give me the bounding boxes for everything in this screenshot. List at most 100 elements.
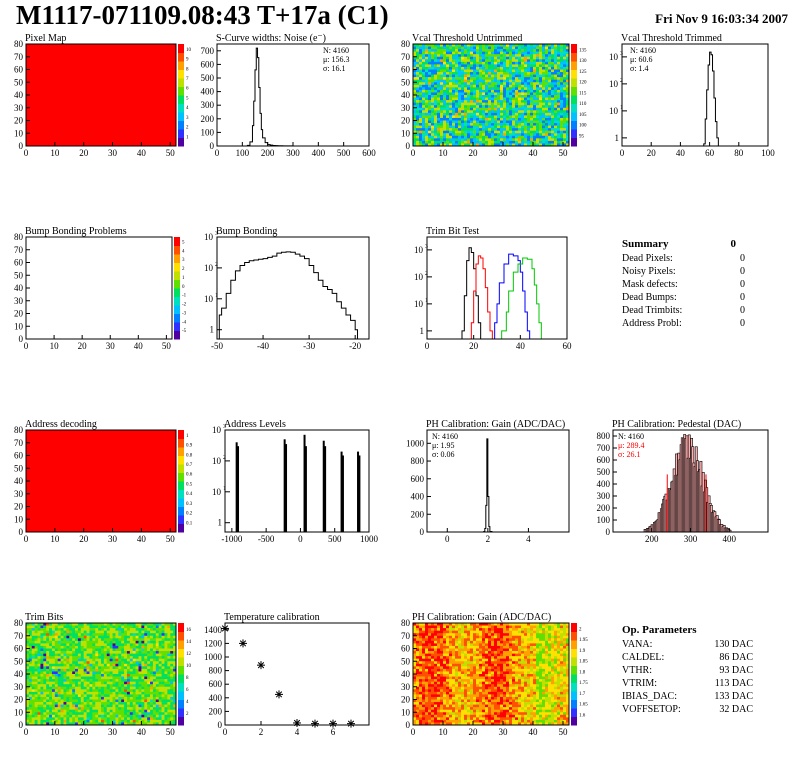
heatmap-cell [152, 707, 157, 710]
heatmap-cell [458, 46, 462, 50]
heatmap-cell [86, 714, 90, 718]
chart-title: Temperature calibration [224, 612, 320, 623]
z-tick-label: 14 [186, 640, 192, 645]
heatmap-cell [497, 628, 501, 631]
heatmap-cell [470, 44, 474, 47]
heatmap-cell [43, 633, 47, 637]
heatmap-cell [118, 679, 122, 682]
heatmap-cell [155, 707, 159, 710]
heatmap-cell [530, 140, 534, 144]
heatmap-cell [437, 87, 441, 91]
heatmap-cell [54, 635, 59, 639]
heatmap-cell [77, 643, 82, 647]
heatmap-cell [461, 120, 465, 124]
heatmap-cell [485, 107, 489, 111]
heatmap-cell [509, 100, 513, 103]
x-tick-label: 40 [516, 341, 526, 351]
heatmap-cell [506, 123, 510, 126]
heatmap-cell [138, 714, 142, 718]
heatmap-cell [416, 95, 420, 98]
heatmap-cell [419, 125, 423, 129]
heatmap-cell [554, 625, 558, 629]
heatmap-cell [464, 95, 468, 98]
heatmap-cell [440, 79, 444, 83]
heatmap-cell [482, 107, 486, 111]
heatmap-cell [26, 635, 30, 639]
heatmap-cell [40, 717, 44, 721]
heatmap-cell [419, 105, 423, 109]
heatmap-cell [461, 46, 465, 50]
heatmap-cell [135, 714, 139, 718]
heatmap-cell [527, 135, 531, 139]
heatmap-cell [161, 709, 165, 713]
heatmap-cell [164, 704, 168, 708]
heatmap-cell [467, 623, 471, 626]
y-tick-label: 10 [212, 456, 222, 466]
heatmap-cell [158, 689, 162, 693]
heatmap-cell [422, 100, 426, 103]
heatmap-cell [101, 722, 105, 726]
y-tick-exponent: 2 [215, 262, 218, 268]
heatmap-cell [121, 696, 125, 700]
heatmap-cell [446, 59, 450, 63]
heatmap-cell [461, 625, 465, 629]
heatmap-cell [506, 51, 510, 55]
y-tick-exponent: 3 [223, 424, 226, 430]
heatmap-cell [101, 674, 105, 677]
heatmap-cell [428, 87, 432, 91]
heatmap-cell [485, 623, 489, 626]
heatmap-cell [440, 77, 444, 80]
heatmap-cell [539, 82, 543, 86]
heatmap-cell [512, 59, 516, 63]
heatmap-cell [77, 704, 82, 708]
heatmap-cell [34, 653, 38, 657]
heatmap-cell [521, 125, 525, 129]
heatmap-cell [138, 712, 142, 716]
heatmap-cell [554, 49, 558, 52]
heatmap-cell [152, 684, 157, 688]
heatmap-cell [164, 699, 168, 703]
heatmap-cell [152, 651, 157, 654]
heatmap-cell [446, 79, 450, 83]
heatmap-cell [170, 671, 174, 675]
heatmap-cell [458, 66, 462, 70]
heatmap-cell [126, 704, 131, 708]
heatmap-cell [103, 635, 108, 639]
heatmap-cell [518, 102, 522, 106]
heatmap-cell [26, 630, 30, 634]
heatmap-cell [63, 709, 67, 713]
heatmap-cell [485, 44, 489, 47]
heatmap-cell [491, 125, 495, 129]
heatmap-cell [449, 110, 453, 114]
heatmap-cell [115, 694, 119, 698]
heatmap-cell [491, 130, 495, 134]
heatmap-cell [560, 92, 564, 96]
heatmap-cell [542, 61, 546, 65]
heatmap-cell [431, 89, 435, 93]
heatmap-cell [482, 97, 486, 101]
heatmap-cell [443, 84, 447, 88]
heatmap-cell [539, 110, 543, 114]
heatmap-cell [482, 66, 486, 70]
heatmap-cell [161, 699, 165, 703]
heatmap-cell [95, 638, 99, 642]
heatmap-cell [545, 77, 549, 80]
heatmap-cell [173, 653, 177, 657]
heatmap-cell [124, 689, 128, 693]
heatmap-cell [103, 714, 108, 718]
heatmap-cell [77, 681, 82, 685]
heatmap-cell [37, 638, 41, 642]
heatmap-cell [452, 82, 456, 86]
heatmap-cell [147, 712, 151, 716]
heatmap-cell [109, 702, 113, 705]
heatmap-cell [98, 686, 102, 690]
heatmap-cell [557, 630, 561, 634]
heatmap-cell [416, 69, 420, 73]
heatmap-cell [77, 671, 82, 675]
heatmap-cell [161, 658, 165, 662]
heatmap-cell [138, 691, 142, 695]
heatmap-cell [434, 623, 438, 626]
heatmap-cell [467, 97, 471, 101]
heatmap-cell [98, 661, 102, 665]
heatmap-cell [28, 717, 33, 721]
